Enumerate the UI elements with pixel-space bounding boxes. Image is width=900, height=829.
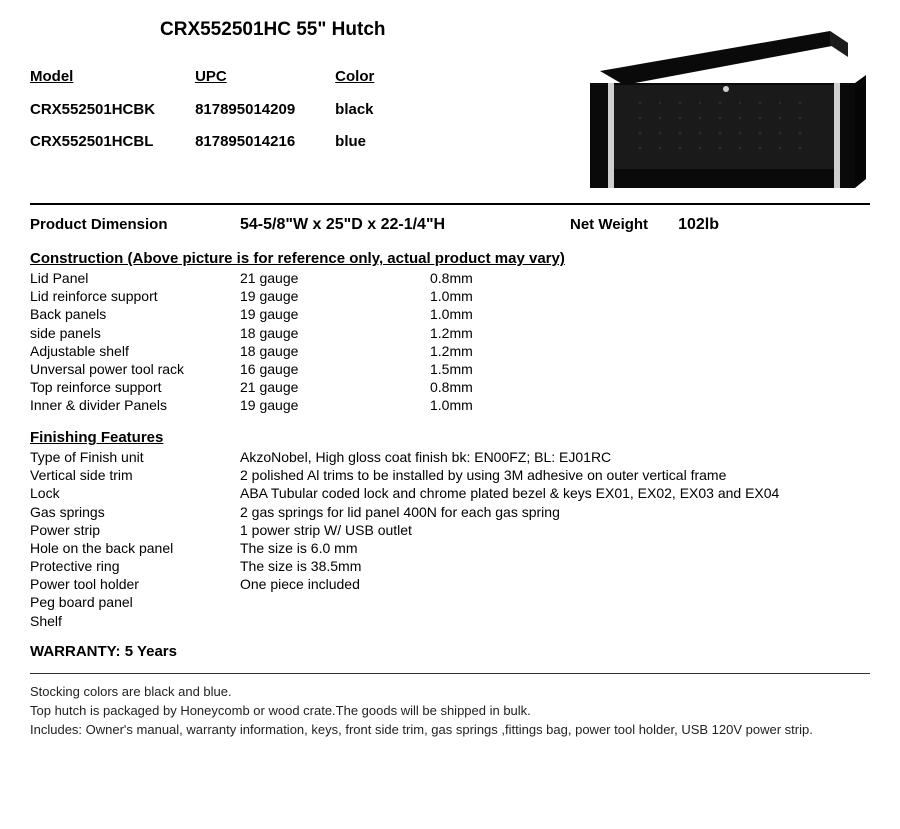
finishing-feature: Power strip — [30, 521, 240, 539]
dimension-label: Product Dimension — [30, 215, 240, 235]
finishing-row: LockABA Tubular coded lock and chrome pl… — [30, 484, 870, 502]
finishing-description: The size is 38.5mm — [240, 557, 870, 575]
construction-thickness: 0.8mm — [430, 378, 870, 396]
finishing-description: AkzoNobel, High gloss coat finish bk: EN… — [240, 448, 870, 466]
variant-color: blue — [335, 128, 414, 160]
construction-part: Unversal power tool rack — [30, 360, 240, 378]
finishing-row: Peg board panel — [30, 593, 870, 611]
finishing-row: Power strip1 power strip W/ USB outlet — [30, 521, 870, 539]
construction-gauge: 21 gauge — [240, 378, 430, 396]
construction-thickness: 1.2mm — [430, 342, 870, 360]
col-header-upc: UPC — [195, 63, 335, 97]
divider — [30, 203, 870, 205]
top-section: Model UPC Color CRX552501HCBK 8178950142… — [30, 63, 870, 193]
construction-part: side panels — [30, 324, 240, 342]
finishing-feature: Vertical side trim — [30, 466, 240, 484]
construction-row: Back panels19 gauge1.0mm — [30, 305, 870, 323]
variants-header-row: Model UPC Color — [30, 63, 414, 97]
construction-thickness: 1.0mm — [430, 305, 870, 323]
finishing-feature: Gas springs — [30, 503, 240, 521]
weight-value: 102lb — [678, 215, 719, 236]
construction-part: Adjustable shelf — [30, 342, 240, 360]
finishing-description — [240, 593, 870, 611]
finishing-feature: Power tool holder — [30, 575, 240, 593]
finishing-row: Hole on the back panelThe size is 6.0 mm — [30, 539, 870, 557]
weight-label: Net Weight — [570, 215, 648, 235]
construction-gauge: 16 gauge — [240, 360, 430, 378]
finishing-description: ABA Tubular coded lock and chrome plated… — [240, 484, 870, 502]
construction-thickness: 1.5mm — [430, 360, 870, 378]
construction-row: Adjustable shelf18 gauge1.2mm — [30, 342, 870, 360]
construction-part: Back panels — [30, 305, 240, 323]
finishing-row: Type of Finish unitAkzoNobel, High gloss… — [30, 448, 870, 466]
variant-model: CRX552501HCBL — [30, 128, 195, 160]
variant-row: CRX552501HCBK 817895014209 black — [30, 96, 414, 128]
construction-part: Inner & divider Panels — [30, 396, 240, 414]
col-header-model: Model — [30, 63, 195, 97]
notes-block: Stocking colors are black and blue. Top … — [30, 684, 870, 739]
product-image — [580, 23, 870, 193]
note-line: Stocking colors are black and blue. — [30, 684, 870, 701]
finishing-row: Gas springs2 gas springs for lid panel 4… — [30, 503, 870, 521]
finishing-description — [240, 612, 870, 630]
variants-table: Model UPC Color CRX552501HCBK 8178950142… — [30, 63, 414, 160]
variant-upc: 817895014209 — [195, 96, 335, 128]
finishing-description: 2 gas springs for lid panel 400N for eac… — [240, 503, 870, 521]
construction-thickness: 1.0mm — [430, 287, 870, 305]
divider — [30, 673, 870, 674]
finishing-description: 2 polished Al trims to be installed by u… — [240, 466, 870, 484]
construction-table: Lid Panel21 gauge0.8mmLid reinforce supp… — [30, 269, 870, 415]
dimension-row: Product Dimension 54-5/8"W x 25"D x 22-1… — [30, 215, 870, 236]
construction-gauge: 18 gauge — [240, 342, 430, 360]
construction-thickness: 0.8mm — [430, 269, 870, 287]
construction-row: Inner & divider Panels19 gauge1.0mm — [30, 396, 870, 414]
construction-header: Construction (Above picture is for refer… — [30, 249, 870, 269]
construction-part: Lid Panel — [30, 269, 240, 287]
construction-row: side panels18 gauge1.2mm — [30, 324, 870, 342]
construction-row: Lid Panel21 gauge0.8mm — [30, 269, 870, 287]
col-header-color: Color — [335, 63, 414, 97]
finishing-row: Power tool holderOne piece included — [30, 575, 870, 593]
finishing-row: Protective ringThe size is 38.5mm — [30, 557, 870, 575]
construction-row: Unversal power tool rack16 gauge1.5mm — [30, 360, 870, 378]
note-line: Top hutch is packaged by Honeycomb or wo… — [30, 703, 870, 720]
construction-gauge: 19 gauge — [240, 287, 430, 305]
note-line: Includes: Owner's manual, warranty infor… — [30, 722, 870, 739]
variant-color: black — [335, 96, 414, 128]
variants-block: Model UPC Color CRX552501HCBK 8178950142… — [30, 63, 580, 193]
variant-row: CRX552501HCBL 817895014216 blue — [30, 128, 414, 160]
variant-upc: 817895014216 — [195, 128, 335, 160]
finishing-feature: Lock — [30, 484, 240, 502]
construction-part: Lid reinforce support — [30, 287, 240, 305]
finishing-feature: Hole on the back panel — [30, 539, 240, 557]
finishing-feature: Protective ring — [30, 557, 240, 575]
finishing-header: Finishing Features — [30, 428, 870, 448]
finishing-feature: Shelf — [30, 612, 240, 630]
construction-row: Top reinforce support21 gauge0.8mm — [30, 378, 870, 396]
dimension-value: 54-5/8"W x 25"D x 22-1/4"H — [240, 215, 570, 236]
finishing-description: The size is 6.0 mm — [240, 539, 870, 557]
finishing-table: Type of Finish unitAkzoNobel, High gloss… — [30, 448, 870, 630]
construction-gauge: 18 gauge — [240, 324, 430, 342]
variant-model: CRX552501HCBK — [30, 96, 195, 128]
construction-thickness: 1.0mm — [430, 396, 870, 414]
finishing-row: Vertical side trim2 polished Al trims to… — [30, 466, 870, 484]
warranty: WARRANTY: 5 Years — [30, 642, 870, 662]
construction-thickness: 1.2mm — [430, 324, 870, 342]
finishing-description: 1 power strip W/ USB outlet — [240, 521, 870, 539]
construction-row: Lid reinforce support19 gauge1.0mm — [30, 287, 870, 305]
construction-gauge: 19 gauge — [240, 396, 430, 414]
construction-gauge: 21 gauge — [240, 269, 430, 287]
finishing-row: Shelf — [30, 612, 870, 630]
construction-part: Top reinforce support — [30, 378, 240, 396]
finishing-feature: Type of Finish unit — [30, 448, 240, 466]
finishing-feature: Peg board panel — [30, 593, 240, 611]
construction-gauge: 19 gauge — [240, 305, 430, 323]
finishing-description: One piece included — [240, 575, 870, 593]
